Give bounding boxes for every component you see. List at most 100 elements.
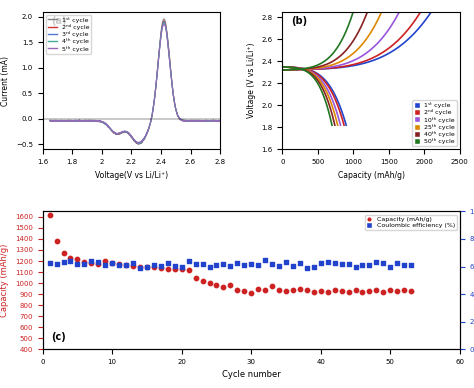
Capacity (mAh/g) bbox=[101, 258, 109, 264]
Coulombic efficiency (%) bbox=[192, 261, 200, 267]
Coulombic efficiency (%) bbox=[310, 263, 318, 270]
Legend: 1ˢᵗ cycle, 2ⁿᵈ cycle, 10ᵗʰ cycle, 25ᵗʰ cycle, 40ᵗʰ cycle, 50ᵗʰ cycle: 1ˢᵗ cycle, 2ⁿᵈ cycle, 10ᵗʰ cycle, 25ᵗʰ c… bbox=[412, 100, 456, 146]
Capacity (mAh/g) bbox=[240, 288, 248, 294]
Coulombic efficiency (%) bbox=[324, 259, 331, 265]
Capacity (mAh/g) bbox=[115, 261, 123, 267]
Y-axis label: Voltage (V vs Li/Li⁺): Voltage (V vs Li/Li⁺) bbox=[247, 43, 256, 118]
Coulombic efficiency (%) bbox=[157, 263, 164, 269]
Capacity (mAh/g) bbox=[386, 287, 394, 293]
Coulombic efficiency (%) bbox=[101, 262, 109, 268]
Coulombic efficiency (%) bbox=[143, 264, 151, 270]
Capacity (mAh/g) bbox=[255, 286, 262, 292]
Coulombic efficiency (%) bbox=[407, 262, 415, 268]
Capacity (mAh/g) bbox=[60, 250, 67, 256]
Capacity (mAh/g) bbox=[88, 260, 95, 266]
Coulombic efficiency (%) bbox=[303, 265, 310, 271]
Coulombic efficiency (%) bbox=[268, 261, 276, 267]
Capacity (mAh/g) bbox=[227, 282, 234, 288]
Capacity (mAh/g) bbox=[73, 256, 81, 262]
Capacity (mAh/g) bbox=[219, 284, 227, 291]
Coulombic efficiency (%) bbox=[255, 262, 262, 268]
Coulombic efficiency (%) bbox=[282, 259, 290, 265]
Capacity (mAh/g) bbox=[393, 288, 401, 294]
Coulombic efficiency (%) bbox=[109, 260, 116, 266]
Coulombic efficiency (%) bbox=[373, 258, 380, 265]
Capacity (mAh/g) bbox=[150, 264, 158, 270]
Capacity (mAh/g) bbox=[136, 263, 144, 270]
Y-axis label: Current (mA): Current (mA) bbox=[1, 55, 10, 106]
Y-axis label: Capacity (mAh/g): Capacity (mAh/g) bbox=[0, 244, 9, 317]
Capacity (mAh/g) bbox=[359, 289, 366, 295]
Capacity (mAh/g) bbox=[143, 264, 151, 270]
Capacity (mAh/g) bbox=[185, 267, 192, 273]
Coulombic efficiency (%) bbox=[88, 257, 95, 263]
Coulombic efficiency (%) bbox=[234, 260, 241, 266]
Capacity (mAh/g) bbox=[373, 287, 380, 293]
Capacity (mAh/g) bbox=[171, 266, 179, 272]
Capacity (mAh/g) bbox=[352, 287, 359, 293]
Coulombic efficiency (%) bbox=[213, 262, 220, 268]
Coulombic efficiency (%) bbox=[150, 262, 158, 268]
Capacity (mAh/g) bbox=[164, 266, 172, 272]
Capacity (mAh/g) bbox=[401, 287, 408, 293]
Capacity (mAh/g) bbox=[178, 266, 185, 272]
Capacity (mAh/g) bbox=[206, 280, 213, 286]
X-axis label: Capacity (mAh/g): Capacity (mAh/g) bbox=[337, 171, 404, 180]
Capacity (mAh/g) bbox=[407, 288, 415, 294]
Coulombic efficiency (%) bbox=[393, 260, 401, 266]
X-axis label: Voltage(V vs Li/Li⁺): Voltage(V vs Li/Li⁺) bbox=[95, 171, 168, 180]
Coulombic efficiency (%) bbox=[365, 262, 373, 268]
Capacity (mAh/g) bbox=[261, 287, 269, 293]
Capacity (mAh/g) bbox=[268, 283, 276, 289]
Coulombic efficiency (%) bbox=[81, 261, 88, 267]
Capacity (mAh/g) bbox=[338, 288, 346, 294]
Capacity (mAh/g) bbox=[192, 274, 200, 281]
Coulombic efficiency (%) bbox=[317, 260, 325, 267]
Coulombic efficiency (%) bbox=[67, 258, 74, 264]
Capacity (mAh/g) bbox=[275, 287, 283, 293]
Coulombic efficiency (%) bbox=[73, 261, 81, 267]
Coulombic efficiency (%) bbox=[359, 262, 366, 268]
Capacity (mAh/g) bbox=[157, 265, 164, 271]
Capacity (mAh/g) bbox=[317, 288, 325, 294]
Capacity (mAh/g) bbox=[129, 263, 137, 269]
Coulombic efficiency (%) bbox=[275, 263, 283, 269]
Coulombic efficiency (%) bbox=[247, 261, 255, 267]
Capacity (mAh/g) bbox=[365, 288, 373, 294]
Coulombic efficiency (%) bbox=[185, 258, 192, 264]
Capacity (mAh/g) bbox=[199, 278, 206, 284]
Capacity (mAh/g) bbox=[324, 289, 331, 295]
Coulombic efficiency (%) bbox=[164, 260, 172, 266]
Coulombic efficiency (%) bbox=[94, 259, 102, 265]
Text: (c): (c) bbox=[51, 332, 66, 342]
Capacity (mAh/g) bbox=[81, 259, 88, 265]
Coulombic efficiency (%) bbox=[171, 263, 179, 269]
Capacity (mAh/g) bbox=[122, 262, 130, 268]
Text: (a): (a) bbox=[52, 16, 67, 26]
Capacity (mAh/g) bbox=[109, 260, 116, 266]
Coulombic efficiency (%) bbox=[352, 264, 359, 270]
Coulombic efficiency (%) bbox=[178, 263, 185, 270]
Capacity (mAh/g) bbox=[234, 287, 241, 293]
Coulombic efficiency (%) bbox=[115, 262, 123, 268]
Capacity (mAh/g) bbox=[247, 290, 255, 296]
Capacity (mAh/g) bbox=[345, 289, 352, 295]
Capacity (mAh/g) bbox=[303, 287, 310, 293]
Coulombic efficiency (%) bbox=[53, 261, 60, 267]
Capacity (mAh/g) bbox=[53, 238, 60, 244]
Coulombic efficiency (%) bbox=[136, 265, 144, 271]
Coulombic efficiency (%) bbox=[289, 263, 297, 269]
Coulombic efficiency (%) bbox=[380, 260, 387, 266]
Coulombic efficiency (%) bbox=[46, 260, 54, 266]
Coulombic efficiency (%) bbox=[199, 260, 206, 267]
Coulombic efficiency (%) bbox=[338, 261, 346, 267]
Capacity (mAh/g) bbox=[310, 289, 318, 295]
Coulombic efficiency (%) bbox=[345, 261, 352, 267]
Coulombic efficiency (%) bbox=[122, 262, 130, 268]
Coulombic efficiency (%) bbox=[240, 262, 248, 268]
Coulombic efficiency (%) bbox=[227, 263, 234, 269]
Capacity (mAh/g) bbox=[213, 282, 220, 288]
X-axis label: Cycle number: Cycle number bbox=[222, 371, 281, 379]
Coulombic efficiency (%) bbox=[386, 264, 394, 270]
Capacity (mAh/g) bbox=[296, 286, 304, 292]
